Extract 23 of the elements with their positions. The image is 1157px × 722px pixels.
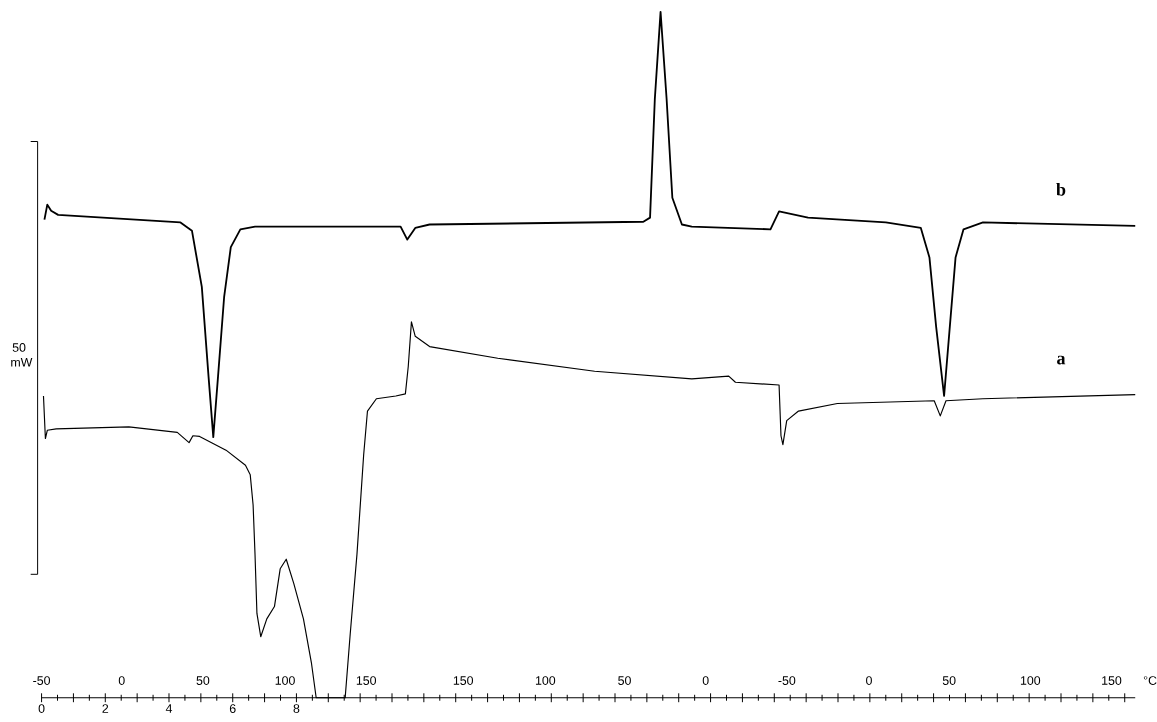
annotation: -50 [778, 676, 796, 686]
annotation: -50 [33, 676, 51, 686]
series-label: b [1056, 183, 1066, 196]
annotation: 150 [453, 676, 474, 686]
x-tick-label: 2 [102, 704, 109, 714]
series-label: a [1057, 355, 1066, 365]
annotation: 50 [618, 676, 631, 686]
annotation: 50 [196, 676, 210, 686]
annotation: 100 [1020, 676, 1041, 686]
annotation: 0 [866, 676, 872, 686]
annotation: 50 [942, 676, 956, 686]
annotation: 150 [1102, 676, 1122, 686]
annotation: 0 [702, 676, 709, 686]
annotation: 100 [275, 676, 295, 686]
x-tick-label: 4 [165, 704, 173, 713]
x-tick-label: 6 [229, 704, 236, 714]
annotation: 0 [118, 676, 125, 686]
annotation: 150 [356, 676, 377, 686]
annotation: 100 [535, 676, 556, 686]
x-tick-label: 8 [293, 704, 300, 714]
text: °C [1143, 676, 1157, 686]
y-axis-title: 50 mW [11, 343, 33, 367]
x-tick-label: 0 [38, 704, 45, 714]
